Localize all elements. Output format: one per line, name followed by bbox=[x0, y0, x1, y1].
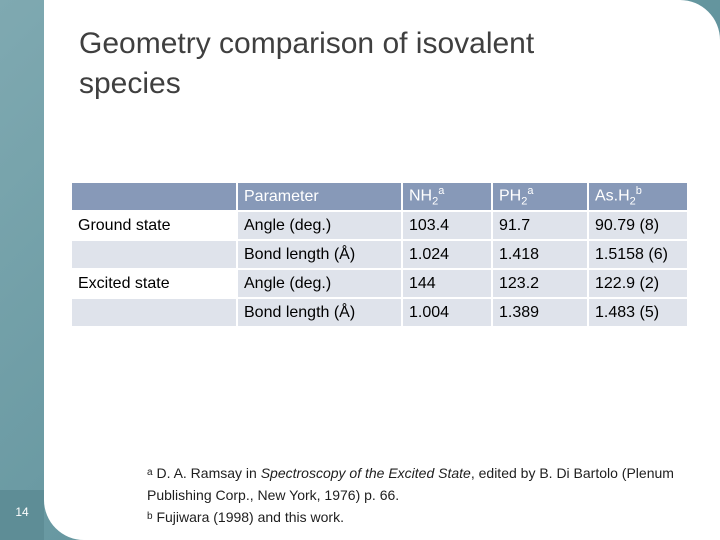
nh2-cell: 1.024 bbox=[403, 241, 493, 270]
footnote-a: a D. A. Ramsay in Spectroscopy of the Ex… bbox=[147, 462, 687, 506]
slide-number-tab bbox=[0, 490, 44, 540]
state-label: Excited state bbox=[72, 270, 238, 299]
slide-number: 14 bbox=[15, 505, 29, 519]
ash2-sup: b bbox=[635, 185, 642, 198]
state-label bbox=[72, 241, 238, 270]
table-header-nh2: NH2a bbox=[403, 183, 493, 212]
ph2-sub: 2 bbox=[521, 195, 528, 208]
ph2-base: PH bbox=[499, 187, 522, 205]
footnote-b-mark: b bbox=[147, 511, 153, 522]
ash2-cell: 1.483 (5) bbox=[589, 299, 689, 328]
state-label: Ground state bbox=[72, 212, 238, 241]
nh2-sub: 2 bbox=[432, 195, 439, 208]
nh2-cell: 103.4 bbox=[403, 212, 493, 241]
page-title: Geometry comparison of isovalent species bbox=[79, 27, 535, 100]
geometry-table: Parameter NH2a PH2a As.H2b Ground state … bbox=[72, 183, 689, 328]
table-header-row: Parameter NH2a PH2a As.H2b bbox=[72, 183, 689, 212]
footnotes: a D. A. Ramsay in Spectroscopy of the Ex… bbox=[147, 462, 687, 528]
ph2-cell: 91.7 bbox=[493, 212, 589, 241]
table-header-ph2: PH2a bbox=[493, 183, 589, 212]
footnote-a-text-1: D. A. Ramsay in bbox=[152, 465, 261, 481]
ash2-cell: 1.5158 (6) bbox=[589, 241, 689, 270]
state-label bbox=[72, 299, 238, 328]
footnote-a-text-2: , edited by B. Di Bartolo (Plenum Publis… bbox=[147, 465, 674, 503]
nh2-sup: a bbox=[438, 185, 445, 198]
parameter-cell: Angle (deg.) bbox=[238, 270, 403, 299]
nh2-base: NH bbox=[409, 187, 433, 205]
table-header-ash2: As.H2b bbox=[589, 183, 689, 212]
footnote-b-text: Fujiwara (1998) and this work. bbox=[152, 509, 344, 525]
table-row: Bond length (Å) 1.004 1.389 1.483 (5) bbox=[72, 299, 689, 328]
table-row: Excited state Angle (deg.) 144 123.2 122… bbox=[72, 270, 689, 299]
table-row: Ground state Angle (deg.) 103.4 91.7 90.… bbox=[72, 212, 689, 241]
table-header-parameter: Parameter bbox=[238, 183, 403, 212]
footnote-b: b Fujiwara (1998) and this work. bbox=[147, 506, 687, 528]
ph2-cell: 1.389 bbox=[493, 299, 589, 328]
ash2-cell: 122.9 (2) bbox=[589, 270, 689, 299]
nh2-cell: 144 bbox=[403, 270, 493, 299]
ash2-base: As.H bbox=[595, 187, 630, 205]
footnote-a-mark: a bbox=[147, 467, 153, 478]
table-row: Bond length (Å) 1.024 1.418 1.5158 (6) bbox=[72, 241, 689, 270]
ash2-sub: 2 bbox=[629, 195, 636, 208]
parameter-cell: Bond length (Å) bbox=[238, 241, 403, 270]
ph2-cell: 1.418 bbox=[493, 241, 589, 270]
ph2-sup: a bbox=[527, 185, 534, 198]
parameter-cell: Angle (deg.) bbox=[238, 212, 403, 241]
ph2-cell: 123.2 bbox=[493, 270, 589, 299]
nh2-cell: 1.004 bbox=[403, 299, 493, 328]
parameter-cell: Bond length (Å) bbox=[238, 299, 403, 328]
footnote-a-italic: Spectroscopy of the Excited State bbox=[260, 465, 471, 481]
ash2-cell: 90.79 (8) bbox=[589, 212, 689, 241]
table-header-state bbox=[72, 183, 238, 212]
